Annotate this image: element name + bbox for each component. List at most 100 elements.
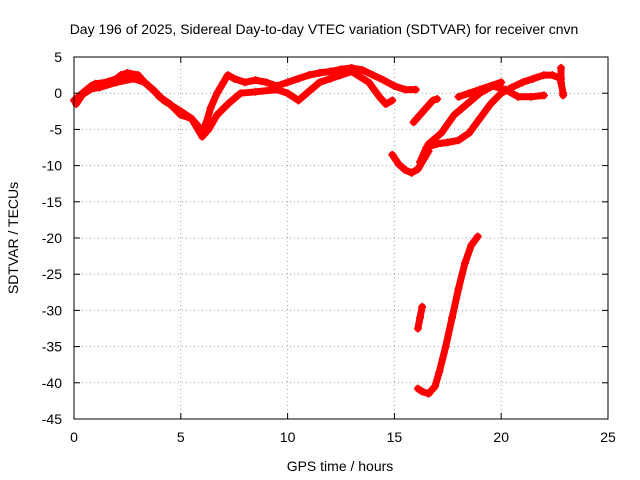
data-point	[401, 85, 410, 94]
chart-title: Day 196 of 2025, Sidereal Day-to-day VTE…	[70, 21, 579, 37]
data-point	[204, 125, 213, 134]
data-point	[87, 84, 96, 93]
data-point	[413, 384, 422, 393]
x-tick-label: 25	[600, 429, 616, 445]
data-point	[416, 157, 425, 166]
x-tick-label: 20	[493, 429, 509, 445]
data-point	[240, 78, 249, 87]
data-point	[557, 78, 566, 87]
series-trace-7	[454, 78, 506, 101]
x-tick-label: 10	[280, 429, 296, 445]
data-point	[123, 68, 132, 77]
data-point	[518, 78, 527, 87]
data-point	[230, 74, 239, 83]
data-point	[283, 89, 292, 98]
data-point	[262, 78, 271, 87]
data-point	[416, 110, 425, 119]
data-point	[116, 71, 125, 80]
data-point	[454, 284, 463, 293]
data-point	[428, 96, 437, 105]
series-trace-8	[557, 63, 568, 100]
data-point	[159, 96, 168, 105]
data-point	[473, 232, 482, 241]
data-point	[413, 165, 422, 174]
data-point	[430, 382, 439, 391]
data-point	[369, 71, 378, 80]
y-tick-label: -40	[42, 375, 62, 391]
data-point	[401, 165, 410, 174]
data-point	[422, 103, 431, 112]
data-point	[187, 114, 196, 123]
series-trace-4	[416, 71, 566, 166]
y-tick-label: -10	[42, 158, 62, 174]
data-point	[78, 90, 87, 99]
y-tick-label: -20	[42, 230, 62, 246]
data-point	[213, 110, 222, 119]
data-point	[411, 85, 420, 94]
data-point	[527, 92, 536, 101]
data-point	[465, 129, 474, 138]
data-point	[326, 67, 335, 76]
y-tick-label: -15	[42, 194, 62, 210]
data-point	[435, 367, 444, 376]
grid	[74, 57, 608, 419]
data-point	[467, 241, 476, 250]
data-point	[315, 68, 324, 77]
series-trace-6	[409, 94, 442, 127]
data-point	[388, 96, 397, 105]
data-point	[433, 94, 442, 103]
data-point	[475, 114, 484, 123]
data-point	[294, 74, 303, 83]
data-point	[497, 78, 506, 87]
data-point	[475, 85, 484, 94]
data-point	[450, 110, 459, 119]
data-point	[441, 342, 450, 351]
data-point	[223, 71, 232, 80]
data-point	[501, 85, 510, 94]
series-trace-10	[413, 302, 427, 333]
data-point	[539, 71, 548, 80]
data-point	[409, 118, 418, 127]
series-trace-9	[413, 232, 482, 398]
data-point	[315, 78, 324, 87]
data-point	[347, 67, 356, 76]
data-point	[251, 76, 260, 85]
data-point	[418, 302, 427, 311]
data-point	[486, 81, 495, 90]
data-point	[454, 92, 463, 101]
series-line	[72, 68, 396, 141]
data-point	[460, 259, 469, 268]
data-point	[283, 78, 292, 87]
data-point	[236, 89, 245, 98]
series-trace-1	[70, 63, 420, 138]
data-point	[358, 66, 367, 75]
data-point	[223, 100, 232, 109]
data-point	[413, 324, 422, 333]
data-point	[557, 63, 566, 72]
y-tick-label: -30	[42, 302, 62, 318]
data-point	[448, 313, 457, 322]
data-point	[151, 87, 160, 96]
data-point	[548, 71, 557, 80]
data-point	[463, 100, 472, 109]
data-point	[219, 78, 228, 87]
data-point	[206, 103, 215, 112]
ticks: 0 5 10 15 20 25 5 0 -5 -10 -15 -20 -25 -30 -35 -40 -45	[42, 49, 616, 445]
data-point	[112, 78, 121, 87]
data-point	[198, 132, 207, 141]
data-point	[514, 92, 523, 101]
y-tick-label: -35	[42, 339, 62, 355]
x-axis-label: GPS time / hours	[287, 458, 394, 474]
data-point	[394, 160, 403, 169]
data-point	[529, 74, 538, 83]
data-point	[416, 313, 425, 322]
data-layer	[70, 63, 568, 398]
data-point	[388, 150, 397, 159]
data-point	[390, 81, 399, 90]
data-point	[364, 78, 373, 87]
data-point	[437, 129, 446, 138]
data-point	[272, 85, 281, 94]
data-point	[337, 71, 345, 80]
series-line	[414, 233, 482, 398]
